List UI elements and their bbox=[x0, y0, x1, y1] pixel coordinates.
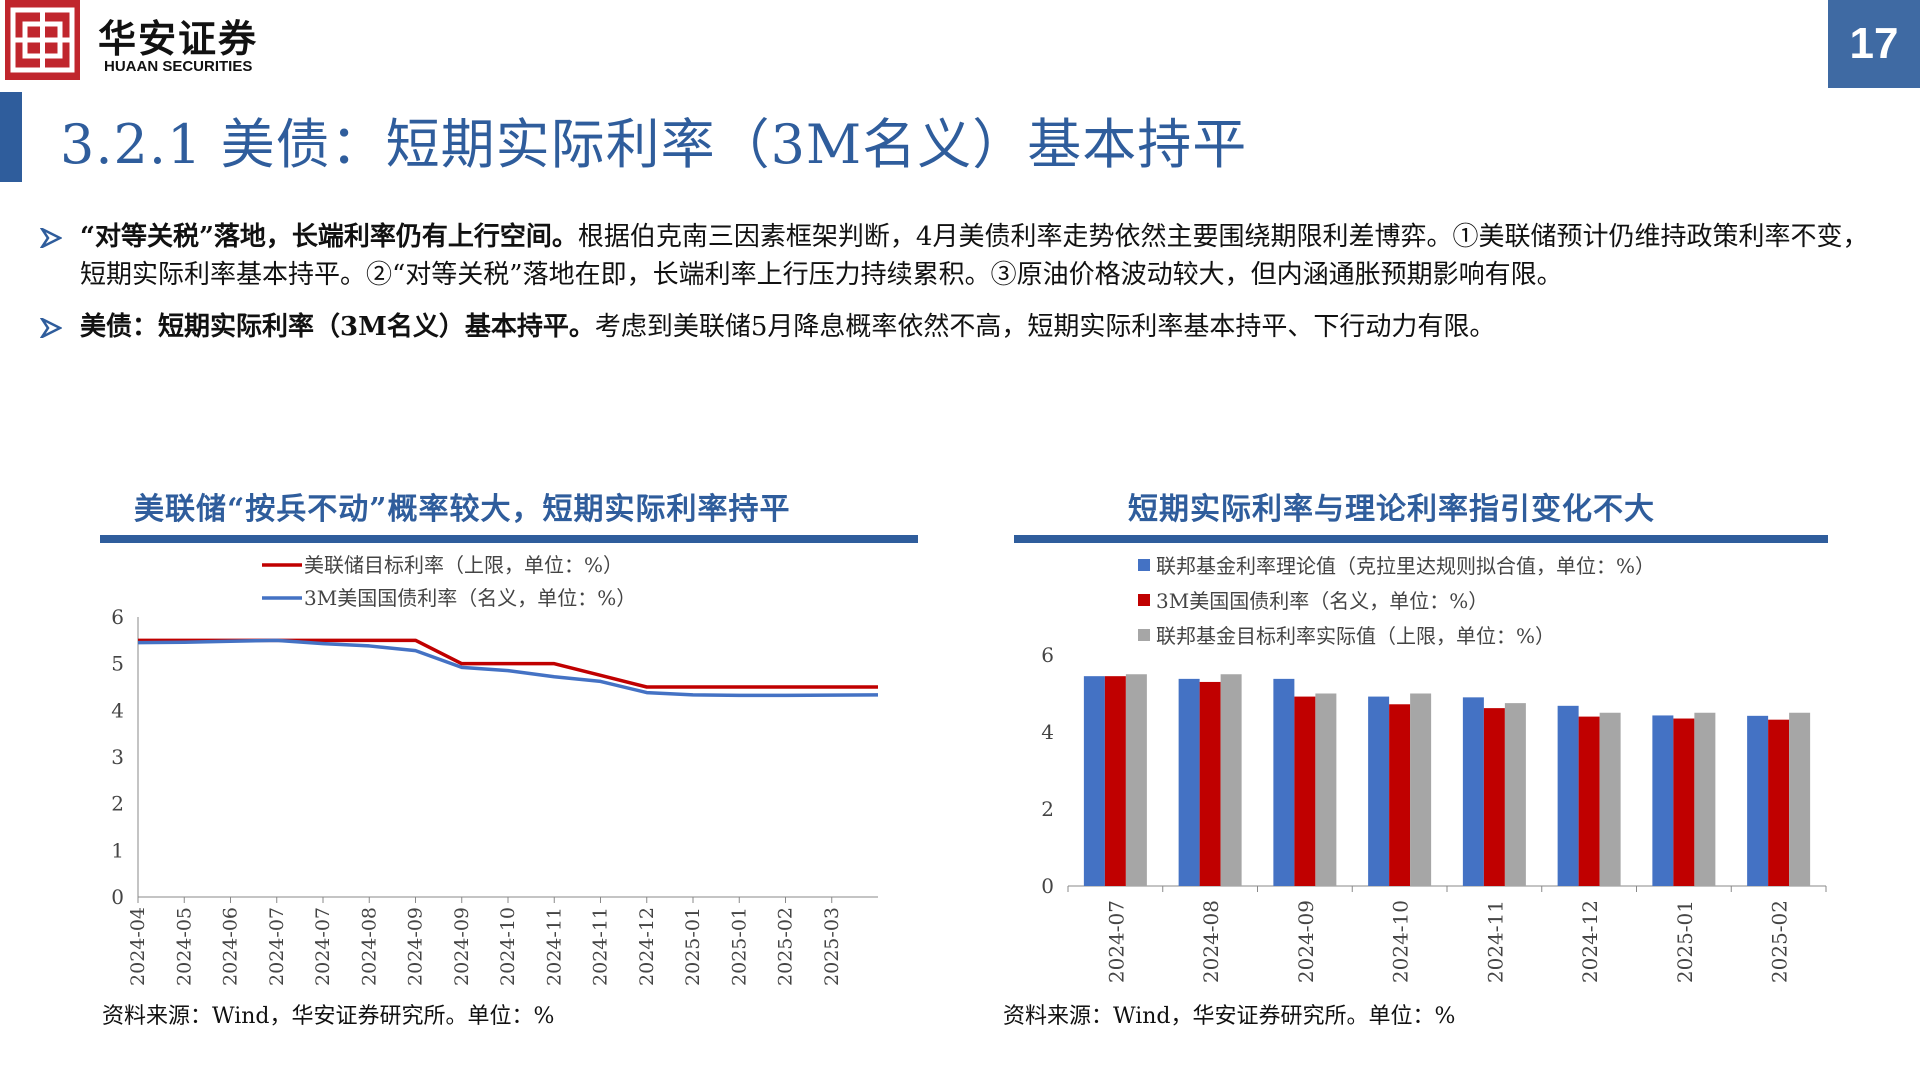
bar-1 bbox=[1747, 715, 1769, 886]
x-tick-label: 2025-02 bbox=[1768, 900, 1792, 983]
x-tick-label: 2024-04 bbox=[127, 907, 149, 986]
bar-1 bbox=[1557, 705, 1579, 886]
x-tick-label: 2024-07 bbox=[266, 907, 288, 986]
right-chart-rule bbox=[1014, 535, 1828, 543]
legend-label: 联邦基金利率理论值（克拉里达规则拟合值，单位：%） bbox=[1156, 554, 1655, 578]
left-chart-rule bbox=[100, 535, 918, 543]
x-tick-label: 2024-06 bbox=[220, 907, 242, 986]
x-tick-label: 2025-01 bbox=[728, 907, 750, 986]
bar-1 bbox=[1368, 696, 1390, 886]
y-tick-label: 4 bbox=[111, 698, 124, 722]
logo-subtext: HUAAN SECURITIES bbox=[104, 58, 253, 75]
y-tick-label: 4 bbox=[1041, 720, 1054, 744]
x-tick-label: 2024-09 bbox=[405, 907, 427, 986]
logo-text: 华安证券 bbox=[98, 16, 259, 61]
logo-icon bbox=[5, 0, 80, 80]
bar-1 bbox=[1652, 715, 1674, 886]
line-series-1 bbox=[138, 638, 878, 689]
bar-2 bbox=[1104, 676, 1126, 886]
bar-3 bbox=[1789, 712, 1811, 886]
x-tick-label: 2024-07 bbox=[312, 907, 334, 986]
x-tick-label: 2025-03 bbox=[821, 907, 843, 986]
page-number: 17 bbox=[1828, 0, 1920, 88]
arrow-bullet-icon bbox=[40, 318, 62, 338]
bar-1 bbox=[1178, 678, 1200, 886]
x-tick-label: 2024-10 bbox=[497, 907, 519, 986]
x-tick-label: 2024-05 bbox=[173, 907, 195, 986]
bar-2 bbox=[1673, 718, 1695, 886]
bar-2 bbox=[1294, 696, 1316, 886]
bar-2 bbox=[1389, 704, 1411, 886]
y-tick-label: 6 bbox=[111, 605, 124, 629]
x-tick-label: 2024-11 bbox=[543, 907, 565, 986]
bar-2 bbox=[1578, 716, 1600, 886]
bullet-text: 考虑到美联储5月降息概率依然不高，短期实际利率基本持平、下行动力有限。 bbox=[594, 312, 1496, 342]
x-tick-label: 2025-01 bbox=[1673, 900, 1697, 983]
right-chart-source: 资料来源：Wind，华安证券研究所。单位：% bbox=[1003, 1004, 1456, 1029]
x-tick-label: 2024-12 bbox=[1578, 900, 1602, 983]
legend-swatch bbox=[1138, 559, 1150, 571]
bar-2 bbox=[1768, 719, 1790, 886]
bullet-list: “对等关税”落地，长端利率仍有上行空间。根据伯克南三因素框架判断，4月美债利率走… bbox=[40, 218, 1890, 360]
bullet-heading: 美债：短期实际利率（3M名义）基本持平。 bbox=[80, 312, 595, 342]
x-tick-label: 2024-11 bbox=[590, 907, 612, 986]
bar-3 bbox=[1504, 703, 1526, 886]
y-tick-label: 2 bbox=[111, 792, 124, 816]
arrow-bullet-icon bbox=[40, 228, 62, 248]
y-tick-label: 3 bbox=[111, 745, 124, 769]
y-tick-label: 6 bbox=[1041, 643, 1054, 667]
right-chart-title: 短期实际利率与理论利率指引变化不大 bbox=[1128, 492, 1655, 527]
x-tick-label: 2025-02 bbox=[775, 907, 797, 986]
bar-1 bbox=[1273, 678, 1295, 886]
legend-label: 3M美国国债利率（名义，单位：%） bbox=[304, 586, 636, 610]
left-chart-title: 美联储“按兵不动”概率较大，短期实际利率持平 bbox=[134, 492, 791, 527]
page-title: 3.2.1 美债：短期实际利率（3M名义）基本持平 bbox=[60, 113, 1248, 176]
bar-1 bbox=[1083, 676, 1105, 886]
legend-label: 美联储目标利率（上限，单位：%） bbox=[304, 553, 623, 577]
y-tick-label: 5 bbox=[111, 652, 124, 676]
bar-3 bbox=[1599, 712, 1621, 886]
line-series-2 bbox=[137, 638, 879, 698]
y-tick-label: 1 bbox=[111, 838, 124, 862]
bar-3 bbox=[1410, 693, 1432, 886]
bullet-item: “对等关税”落地，长端利率仍有上行空间。根据伯克南三因素框架判断，4月美债利率走… bbox=[40, 218, 1890, 294]
bar-3 bbox=[1220, 674, 1242, 886]
y-tick-label: 2 bbox=[1041, 797, 1054, 821]
title-accent-bar bbox=[0, 92, 22, 182]
x-tick-label: 2024-11 bbox=[1483, 900, 1507, 983]
bar-2 bbox=[1199, 681, 1221, 886]
x-tick-label: 2024-08 bbox=[1199, 900, 1223, 983]
bar-3 bbox=[1694, 712, 1716, 886]
x-tick-label: 2025-01 bbox=[682, 907, 704, 986]
bar-3 bbox=[1315, 693, 1337, 886]
line-chart: 0 1 2 3 4 5 6 2024-04 2024-05 2024-06 2024-07 2024-… bbox=[111, 553, 879, 986]
legend-label: 联邦基金目标利率实际值（上限，单位：%） bbox=[1156, 624, 1555, 648]
x-tick-label: 2024-10 bbox=[1389, 900, 1413, 983]
legend-label: 3M美国国债利率（名义，单位：%） bbox=[1156, 589, 1488, 613]
y-tick-label: 0 bbox=[111, 885, 124, 909]
bullet-text: 根据伯克南三因素框架判断，4月美债利率走势依然主要围绕期限利差博弈。①美联储预计… bbox=[80, 222, 1869, 290]
x-tick-label: 2024-12 bbox=[636, 907, 658, 986]
bar-2 bbox=[1483, 708, 1505, 886]
legend-swatch bbox=[1138, 594, 1150, 606]
x-tick-label: 2024-09 bbox=[1294, 900, 1318, 983]
bar-chart: 0 2 4 6 2024-07 2024-08 2024-09 2024-10 2024-11 2… bbox=[1041, 554, 1827, 983]
x-tick-label: 2024-08 bbox=[358, 907, 380, 986]
x-tick-label: 2024-09 bbox=[451, 907, 473, 986]
left-chart-source: 资料来源：Wind，华安证券研究所。单位：% bbox=[102, 1004, 555, 1029]
legend-swatch bbox=[1138, 629, 1150, 641]
x-tick-label: 2024-07 bbox=[1104, 900, 1128, 983]
bullet-item: 美债：短期实际利率（3M名义）基本持平。考虑到美联储5月降息概率依然不高，短期实… bbox=[40, 308, 1890, 346]
bar-3 bbox=[1125, 674, 1147, 886]
bullet-heading: “对等关税”落地，长端利率仍有上行空间。 bbox=[80, 222, 578, 252]
y-tick-label: 0 bbox=[1041, 874, 1054, 898]
bar-1 bbox=[1462, 697, 1484, 886]
